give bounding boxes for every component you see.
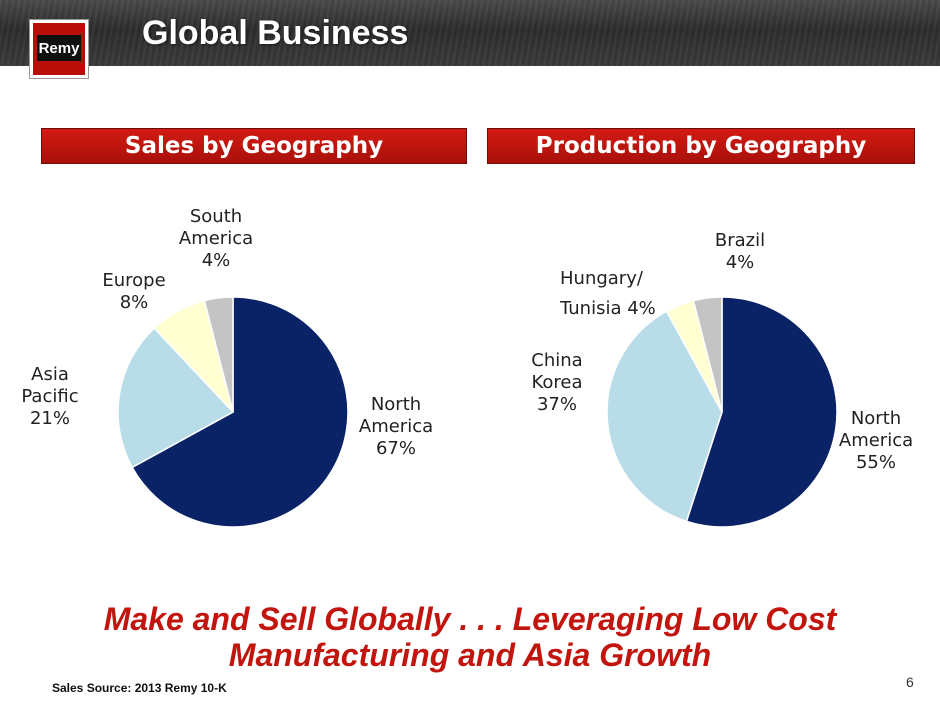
remy-logo: Remy (30, 20, 88, 78)
label-prod-china-korea: China Korea 37% (531, 350, 583, 415)
production-slice-north-america (685, 296, 838, 528)
production-slice-brazil (692, 296, 723, 413)
label-sales-south-america: South America 4% (178, 206, 254, 271)
label-sales-asia-pacific: Asia Pacific 21% (21, 364, 79, 429)
slide-title: Global Business (142, 14, 409, 52)
header-bar: Global Business (0, 0, 940, 66)
sales-chart-title: Sales by Geography (41, 128, 467, 164)
logo-text: Remy (37, 35, 81, 61)
sales-slice-south-america (203, 296, 234, 413)
production-chart-title: Production by Geography (487, 128, 915, 164)
tagline: Make and Sell Globally . . . Leveraging … (40, 601, 900, 673)
label-prod-brazil: Brazil 4% (714, 230, 766, 273)
label-sales-north-america: North America 67% (358, 394, 434, 459)
label-prod-hungary-tunisia: Hungary/ Tunisia 4% (560, 268, 656, 319)
sales-source-note: Sales Source: 2013 Remy 10-K (52, 681, 227, 695)
production-slice-china-korea (606, 310, 723, 523)
sales-slice-asia-pacific (117, 327, 235, 469)
label-prod-north-america: North America 55% (838, 408, 914, 473)
page-number: 6 (906, 674, 914, 690)
label-sales-europe: Europe 8% (102, 270, 166, 313)
tagline-line-1: Make and Sell Globally . . . Leveraging … (103, 601, 837, 637)
tagline-line-2: Manufacturing and Asia Growth (228, 637, 712, 673)
sales-slice-north-america (131, 296, 349, 528)
